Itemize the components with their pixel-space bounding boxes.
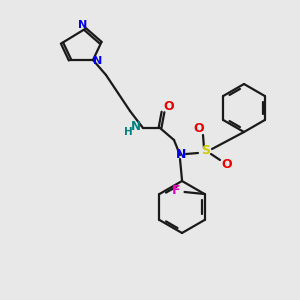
Text: O: O: [194, 122, 204, 134]
Text: S: S: [202, 145, 211, 158]
Text: N: N: [78, 20, 88, 30]
Text: O: O: [222, 158, 232, 170]
Text: O: O: [164, 100, 174, 113]
Text: F: F: [172, 184, 181, 196]
Text: N: N: [131, 121, 141, 134]
Text: N: N: [176, 148, 186, 160]
Text: H: H: [124, 127, 132, 137]
Text: N: N: [93, 56, 103, 66]
